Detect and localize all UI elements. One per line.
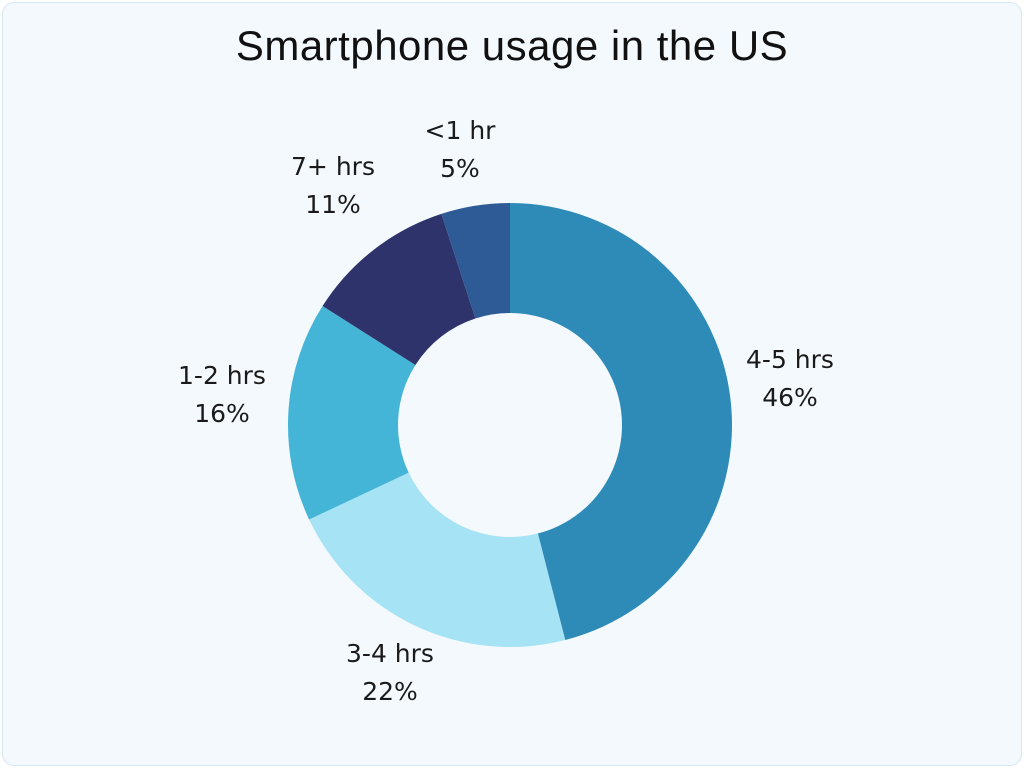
donut-slice-1-2-hrs (287, 306, 416, 520)
donut-slice-4-5-hrs (510, 203, 732, 641)
slice-label: 3-4 hrs (346, 639, 434, 668)
slice-value-label: 16% (194, 399, 250, 428)
slice-label: 7+ hrs (291, 152, 375, 181)
slice-value-label: 11% (305, 190, 361, 219)
chart-title: Smartphone usage in the US (235, 22, 789, 69)
donut-slice-3-4-hrs (309, 472, 566, 647)
slice-value-label: 5% (440, 154, 480, 183)
slice-label: 4-5 hrs (746, 345, 834, 374)
slice-value-label: 46% (762, 383, 818, 412)
donut-slice--1-hr (441, 203, 510, 319)
slice-label: <1 hr (425, 116, 497, 145)
slice-label: 1-2 hrs (178, 361, 266, 390)
donut-slice-7-hrs (322, 213, 476, 365)
slice-value-label: 22% (362, 677, 418, 706)
